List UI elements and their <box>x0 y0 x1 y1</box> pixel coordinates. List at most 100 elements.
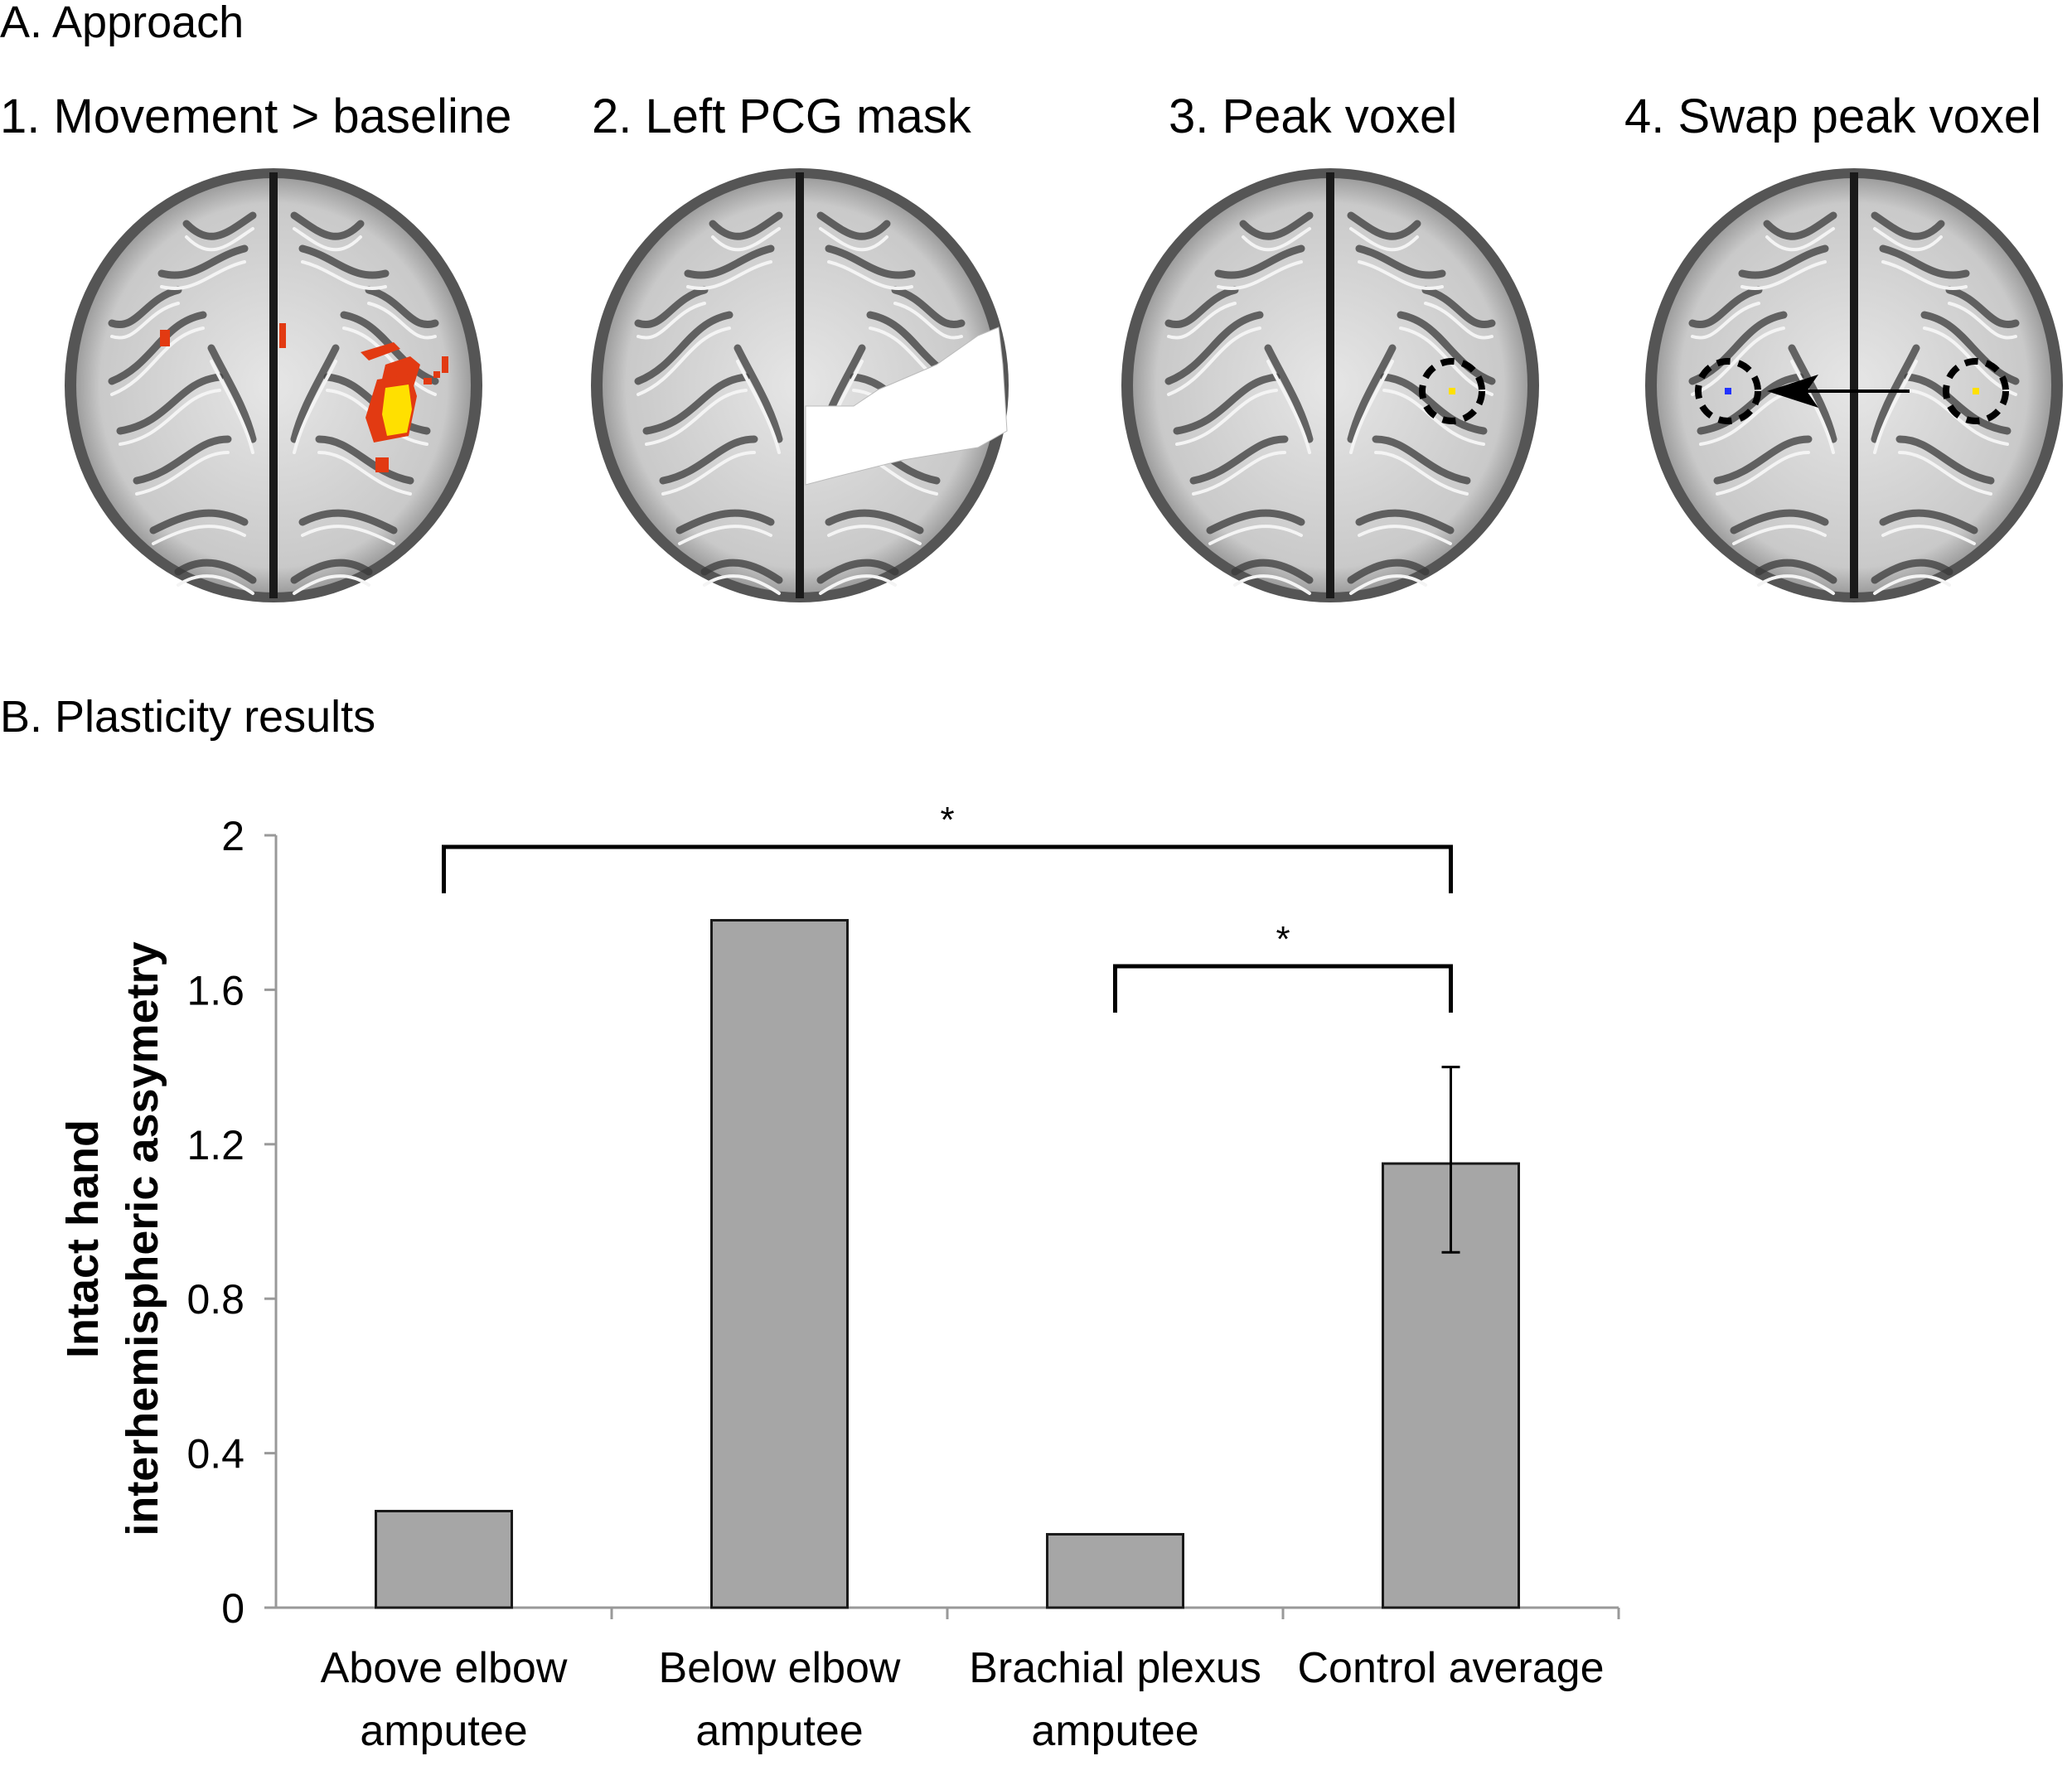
panel-3-label: 3. Peak voxel <box>1169 89 1458 143</box>
brain-white-matter <box>1175 389 1278 446</box>
brain-white-matter <box>210 360 254 454</box>
brain-sulcus <box>1688 286 1763 329</box>
brain-sulcus <box>684 244 775 279</box>
brain-sulcus <box>1738 244 1829 279</box>
brain-slice <box>1645 168 2063 602</box>
brain-sulcus <box>634 311 733 385</box>
brain-sulcus <box>315 435 414 485</box>
brain-panel-mask <box>591 168 1009 602</box>
x-tick-label: Above elbow <box>321 1644 568 1692</box>
y-axis-label: Intact hand interhemispheric assymetry <box>58 941 167 1536</box>
y-tick-label: 2 <box>221 813 244 859</box>
brain-white-matter <box>686 260 772 290</box>
panel-1-label: 1. Movement > baseline <box>0 89 512 143</box>
brain-white-matter <box>152 525 246 545</box>
brain-sulcus <box>1421 286 1496 329</box>
brain-white-matter <box>367 302 437 340</box>
brain-sulcus <box>290 211 365 240</box>
brain-sulcus <box>816 559 899 584</box>
brain-sulcus <box>891 286 966 329</box>
brain-white-matter <box>703 574 781 595</box>
brain-white-matter <box>301 525 395 545</box>
brain-white-matter <box>1424 302 1493 340</box>
brain-sulcus <box>149 509 249 534</box>
brain-sulcus <box>1397 311 1496 385</box>
brain-white-matter <box>293 227 362 252</box>
brain-white-matter <box>637 326 731 396</box>
y-axis-label-line-2: interhemispheric assymetry <box>118 941 167 1536</box>
brain-slice <box>65 168 482 602</box>
brain-sulcus <box>1763 211 1837 240</box>
brain-white-matter <box>819 227 888 252</box>
brain-white-matter <box>827 525 922 545</box>
brain-sulcus <box>108 311 207 385</box>
brain-sulcus <box>1164 286 1239 329</box>
brain-sulcus <box>1879 509 1978 534</box>
significance-star: * <box>1276 919 1290 960</box>
significance-bracket <box>442 844 1453 893</box>
brain-sulcus <box>1231 559 1314 584</box>
brain-sulcus <box>182 211 257 240</box>
brain-sulcus <box>1755 559 1837 584</box>
brain-white-matter <box>1358 260 1444 290</box>
brain-sulcus <box>290 559 373 584</box>
brain-white-matter <box>1691 326 1785 396</box>
brain-white-matter <box>293 360 337 454</box>
y-axis-label-line-1: Intact hand <box>58 1120 108 1358</box>
brain-sulcus <box>825 244 916 279</box>
brain-sulcus <box>116 373 224 435</box>
brain-white-matter <box>637 302 706 340</box>
brain-sulcus <box>1372 435 1471 485</box>
brain-sulcus <box>133 435 232 485</box>
significance-bracket <box>1113 964 1453 1013</box>
brain-sulcus <box>157 244 249 279</box>
brain-white-matter <box>301 260 387 290</box>
brain-sulcus <box>1871 559 1953 584</box>
y-tick-label: 0 <box>221 1585 244 1632</box>
panel-2-label: 2. Left PCG mask <box>592 89 971 143</box>
x-tick-label: amputee <box>695 1707 863 1755</box>
y-tick-label: 0.8 <box>186 1276 244 1323</box>
significance-star: * <box>940 800 954 840</box>
brain-white-matter <box>1740 260 1827 290</box>
brain-sulcus <box>825 509 924 534</box>
brain-sulcus <box>634 286 709 329</box>
brain-sulcus <box>365 286 439 329</box>
brain-white-matter <box>1898 451 1992 496</box>
brain-white-matter <box>1349 227 1419 252</box>
brain-sulcus <box>1347 344 1397 443</box>
brain-white-matter <box>893 302 963 340</box>
brain-white-matter <box>827 260 913 290</box>
brain-sulcus <box>1730 509 1829 534</box>
bar <box>1046 1532 1184 1609</box>
brain-white-matter <box>736 360 781 454</box>
brain-sulcus <box>1895 435 1995 485</box>
brain-white-matter <box>1217 260 1303 290</box>
brain-panel-swap <box>1645 168 2063 602</box>
brain-white-matter <box>177 574 254 595</box>
swapped-voxel <box>1725 388 1731 394</box>
brain-white-matter <box>1349 360 1394 454</box>
brain-white-matter <box>661 451 756 496</box>
pcg-mask <box>805 326 1008 486</box>
brain-sulcus <box>675 509 775 534</box>
x-tick-label: amputee <box>360 1707 527 1755</box>
original-voxel-circle <box>1943 358 2009 424</box>
brain-white-matter <box>119 389 221 446</box>
brain-white-matter <box>1192 451 1286 496</box>
brain-white-matter <box>1167 326 1261 396</box>
brain-sulcus <box>1879 244 1970 279</box>
brain-sulcus <box>1347 211 1421 240</box>
brain-sulcus <box>1355 509 1455 534</box>
section-b-title: B. Plasticity results <box>0 692 376 742</box>
brain-sulcus <box>1347 559 1430 584</box>
swap-arrow-icon <box>1767 375 1818 408</box>
brain-sulcus <box>174 559 257 584</box>
y-tick-label: 0.4 <box>186 1431 244 1478</box>
brain-sulcus <box>1214 244 1305 279</box>
brain-sulcus <box>1355 244 1446 279</box>
brain-white-matter <box>110 302 180 340</box>
brain-white-matter <box>1881 525 1976 545</box>
brain-white-matter <box>1873 360 1918 454</box>
brain-white-matter <box>185 227 254 252</box>
